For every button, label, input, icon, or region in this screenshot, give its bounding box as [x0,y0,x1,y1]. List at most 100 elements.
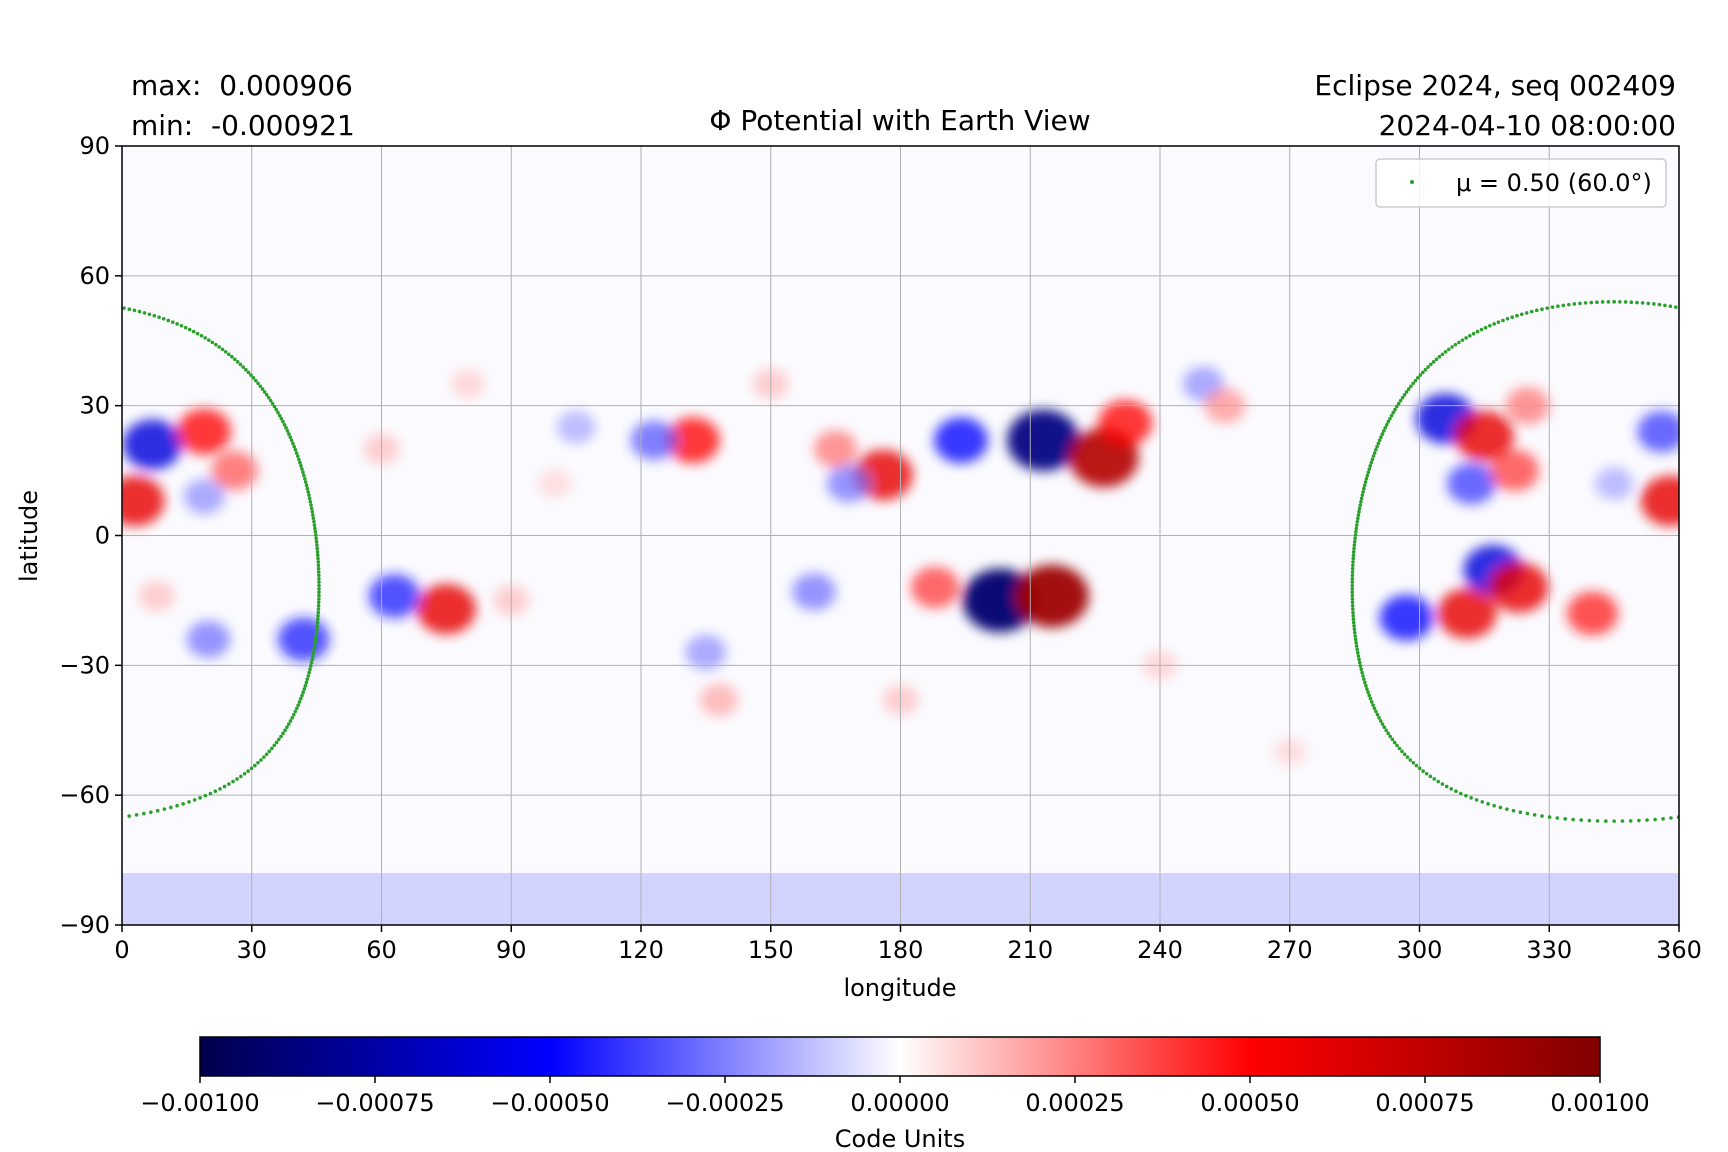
contour-point [316,610,321,615]
legend-marker [1410,180,1414,184]
contour-point [291,441,295,446]
contour-point [1449,787,1454,791]
contour-point [279,734,283,739]
contour-point [1362,677,1366,681]
contour-point [249,373,253,377]
max-label: max: [131,69,202,102]
contour-point [289,438,294,443]
contour-point [1354,644,1359,648]
contour-point [1498,805,1503,810]
axes: 0 30 60 90 120 150 180 210 240 270 300 330 360906030… [59,132,1702,964]
contour-point [307,496,312,501]
contour-point [1612,819,1616,823]
field-feature-32 [1379,594,1434,641]
contour-point [238,362,243,367]
min-label: min: [131,109,194,142]
contour-point [264,393,269,397]
contour-point [134,813,139,817]
contour-point [1483,325,1488,330]
contour-point [191,329,196,334]
contour-point [1355,650,1360,655]
contour-point [299,464,303,468]
x-tick-label: 90 [496,936,527,964]
contour-point [181,802,185,806]
contour-point [312,647,316,652]
contour-point [1474,798,1479,802]
contour-point [1380,432,1385,436]
contour-point [213,789,218,794]
contour-point [309,506,314,511]
contour-point [1351,560,1355,564]
contour-point [1524,311,1529,315]
contour-point [1357,506,1362,511]
field-feature-11 [630,420,678,460]
contour-point [296,703,300,707]
contour-point [315,617,320,622]
contour-point [1518,810,1523,814]
contour-point [1350,590,1355,595]
contour-point [1360,670,1364,675]
contour-point [1545,306,1549,310]
contour-point [1383,426,1388,430]
contour-point [1388,734,1393,739]
contour-point [287,432,291,436]
contour-point [288,435,293,439]
contour-point [258,384,263,389]
contour-point [1351,610,1355,615]
x-tick-label: 30 [236,936,267,964]
field-feature-16 [177,408,232,455]
contour-point [1416,376,1420,380]
contour-point [1629,300,1634,305]
field-feature-26 [1454,410,1514,462]
contour-point [317,576,321,581]
colorbar-tick-label: 0.00025 [1025,1089,1124,1117]
contour-point [1366,690,1370,695]
field-feature-25 [1447,462,1496,505]
contour-point [316,600,321,605]
contour-point [1357,660,1362,665]
contour-point [1457,340,1461,345]
contour-point [317,583,321,588]
contour-point [312,644,317,648]
contour-point [179,323,184,328]
contour-point [1411,761,1416,765]
contour-point [311,513,315,517]
contour-point [270,401,275,406]
contour-point [317,587,321,591]
x-axis-label: longitude [843,974,956,1002]
contour-point [242,771,247,776]
contour-point [1464,793,1468,798]
contour-point [311,516,316,521]
y-tick-label: −90 [59,911,110,939]
field-feature-22 [186,620,231,658]
contour-point [282,422,287,427]
field-feature-10 [665,417,720,464]
contour-point [1618,300,1622,304]
contour-point [206,338,211,342]
contour-point [1396,401,1401,406]
earth-view-contour [122,300,1679,823]
contour-point [1421,370,1425,375]
contour-point [1359,499,1363,504]
x-tick-label: 60 [366,936,397,964]
contour-point [259,758,263,762]
contour-point [309,503,313,507]
contour-point [1579,818,1584,822]
contour-point [303,476,307,481]
contour-point [313,526,317,531]
contour-point [231,779,235,784]
contour-point [132,308,137,313]
contour-point [1402,752,1407,757]
contour-point [1453,342,1458,347]
x-tick-label: 180 [878,936,924,964]
contour-point [1358,664,1363,668]
contour-point [314,539,319,544]
contour-point [1392,740,1397,745]
contour-point [315,553,320,557]
contour-point [218,787,222,791]
contour-point [264,752,269,757]
contour-point [277,737,281,742]
contour-point [1371,703,1375,707]
contour-point [1402,393,1407,397]
contour-point [316,563,321,568]
